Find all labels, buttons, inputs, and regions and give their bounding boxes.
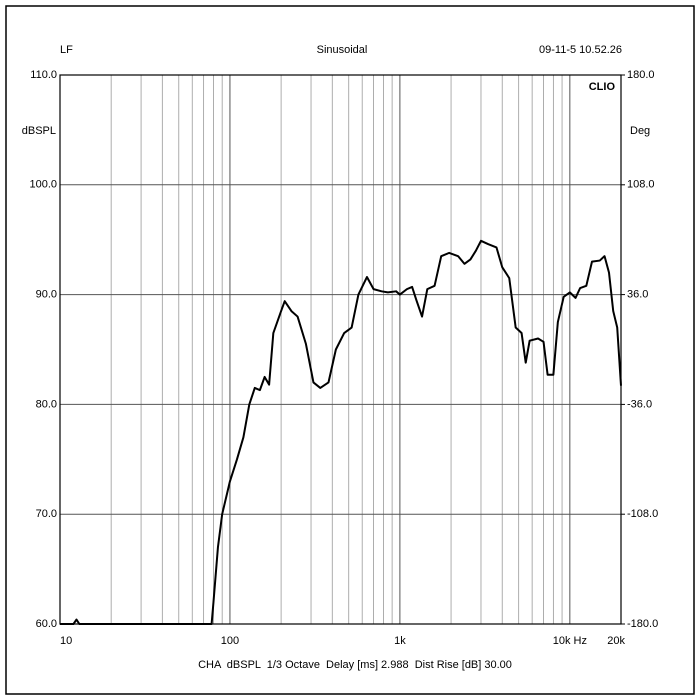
- y2-tick-label: -36.0: [627, 398, 652, 410]
- y2-axis-label: Deg: [630, 125, 650, 137]
- x-tick-label: 1k: [394, 635, 406, 647]
- header-left: LF: [60, 44, 73, 56]
- chart-title: Sinusoidal: [317, 44, 368, 56]
- y2-tick-label: -180.0: [627, 618, 658, 630]
- y-tick-label: 60.0: [36, 618, 57, 630]
- y2-tick-label: -108.0: [627, 508, 658, 520]
- y-tick-label: 90.0: [36, 289, 57, 301]
- outer-frame: [5, 5, 695, 695]
- x-tick-label: 10: [60, 635, 72, 647]
- x-tick-label: 100: [221, 635, 239, 647]
- header-right: 09-11-5 10.52.26: [539, 44, 622, 56]
- x-tick-label: 20k: [607, 635, 625, 647]
- y-tick-label: 100.0: [29, 179, 57, 191]
- x-tick-label: 10k Hz: [553, 635, 587, 647]
- plot-frame: [59, 74, 622, 625]
- footer: CHA dBSPL 1/3 Octave Delay [ms] 2.988 Di…: [198, 659, 512, 671]
- y2-tick-label: 180.0: [627, 69, 655, 81]
- y-axis-label: dBSPL: [22, 125, 56, 137]
- brand: CLIO: [589, 81, 616, 93]
- y-tick-label: 110.0: [30, 69, 57, 81]
- y-tick-label: 70.0: [36, 508, 57, 520]
- y2-tick-label: 36.0: [627, 289, 648, 301]
- y-tick-label: 80.0: [36, 398, 57, 410]
- response-line: [60, 239, 622, 625]
- y2-tick-label: 108.0: [627, 179, 655, 191]
